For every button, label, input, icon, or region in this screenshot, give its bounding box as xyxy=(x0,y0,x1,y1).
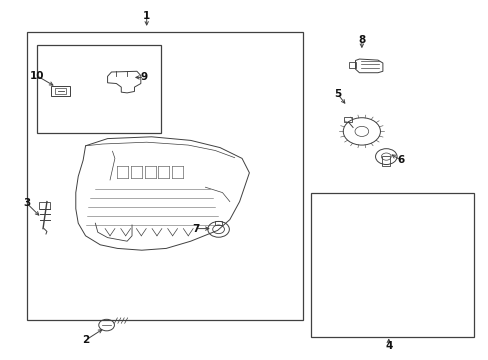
Bar xyxy=(344,117,351,122)
Text: 6: 6 xyxy=(397,155,404,165)
Text: 4: 4 xyxy=(384,341,392,351)
Bar xyxy=(37,45,161,133)
Bar xyxy=(382,156,389,166)
Bar xyxy=(39,202,50,209)
Bar xyxy=(348,62,356,68)
Text: 8: 8 xyxy=(358,35,365,45)
Bar xyxy=(310,193,473,337)
Bar xyxy=(27,32,303,320)
Text: 1: 1 xyxy=(143,11,150,21)
Bar xyxy=(51,86,70,96)
Text: 3: 3 xyxy=(23,198,30,208)
Bar xyxy=(215,221,222,225)
Text: 7: 7 xyxy=(191,224,199,234)
Bar xyxy=(55,88,66,94)
Text: 2: 2 xyxy=(82,335,89,345)
Text: 5: 5 xyxy=(333,89,340,99)
Text: 9: 9 xyxy=(141,72,147,82)
Text: 10: 10 xyxy=(29,71,44,81)
